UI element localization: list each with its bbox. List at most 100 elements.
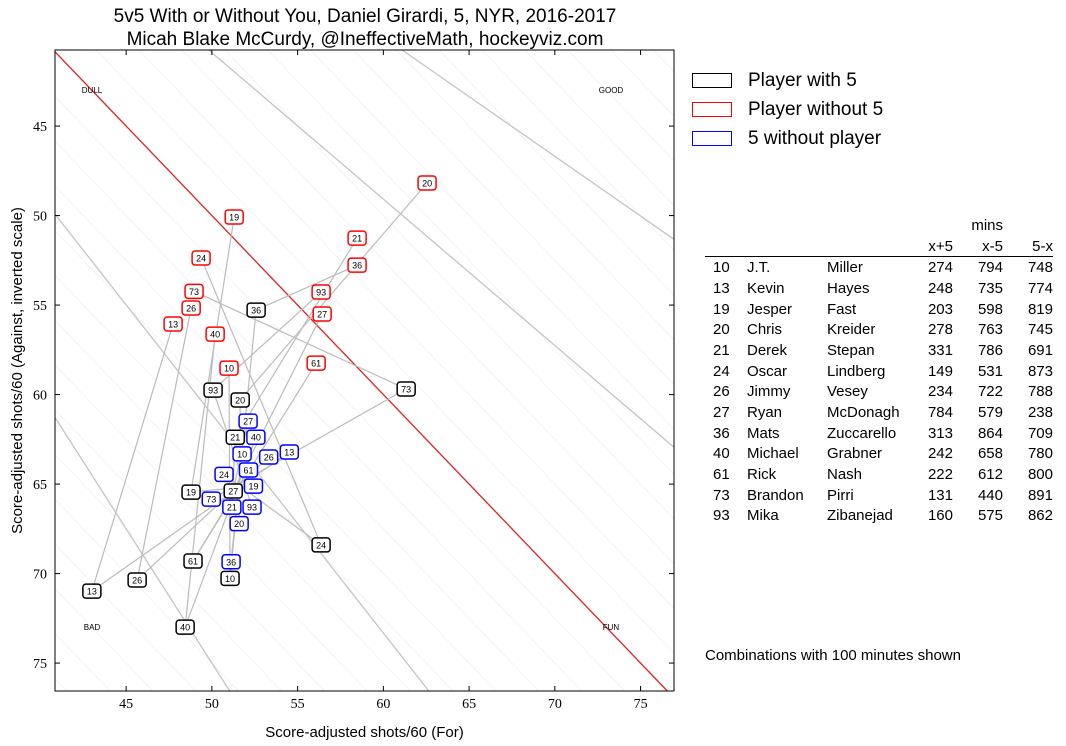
point-marker (183, 553, 203, 569)
point-without: 20 (417, 175, 437, 191)
player-number: 19 (713, 300, 730, 318)
last-name: Stepan (827, 341, 875, 359)
hatch-line (438, 49, 675, 296)
y-axis-label: Score-adjusted shots/60 (Against, invert… (9, 207, 26, 534)
point-with: 36 (246, 302, 266, 318)
player-number: 24 (713, 362, 730, 380)
first-name: Derek (747, 341, 788, 359)
point-label: 21 (352, 234, 362, 244)
point-label: 24 (316, 540, 326, 550)
mins-with: 331 (927, 341, 953, 359)
plot-frame (54, 49, 675, 692)
point-label: 93 (247, 503, 257, 513)
point-label: 27 (228, 486, 238, 496)
x-axis-label: Score-adjusted shots/60 (For) (265, 724, 463, 741)
point-label: 40 (251, 433, 261, 443)
point-label: 61 (243, 465, 253, 475)
point-five-without: 93 (242, 499, 262, 515)
hatch-line (54, 185, 540, 692)
table-row: 61 Rick Nash 222 612 800 (705, 464, 1053, 485)
point-marker (223, 483, 243, 499)
point-marker (175, 619, 195, 635)
hatch-line (54, 588, 154, 692)
point-five-without: 20 (229, 515, 249, 532)
hatch-line (181, 49, 675, 565)
point-marker (163, 316, 183, 332)
y-tick-label: 70 (33, 568, 47, 583)
first-name: Chris (747, 321, 783, 339)
mins-5-without: 748 (1027, 259, 1053, 277)
point-label: 40 (210, 330, 220, 340)
legend-item: Player without 5 (692, 95, 883, 124)
first-name: Brandon (747, 486, 804, 504)
connector-line (184, 334, 216, 628)
last-name: Nash (827, 466, 863, 484)
connector-line (190, 485, 254, 493)
point-label: 19 (186, 488, 196, 498)
connector-line (239, 182, 428, 401)
quadrant-label: DULL (82, 86, 103, 95)
hatch-line (54, 96, 625, 692)
mins-player-without: 575 (977, 507, 1003, 525)
y-tick-label: 60 (33, 389, 47, 404)
point-label: 27 (243, 417, 253, 427)
last-name: Miller (827, 259, 863, 277)
table-row: 21 Derek Stepan 331 786 691 (705, 340, 1053, 361)
first-name: Jimmy (747, 383, 791, 401)
legend-label: Player without 5 (748, 98, 884, 120)
point-marker (311, 537, 331, 553)
mins-player-without: 735 (977, 279, 1003, 297)
mins-5-without: 788 (1027, 383, 1053, 401)
point-marker (242, 499, 262, 515)
first-name: Jesper (747, 300, 793, 318)
table-row: 13 Kevin Hayes 248 735 774 (705, 278, 1053, 299)
ratio-line (401, 49, 675, 240)
mins-player-without: 864 (977, 424, 1003, 442)
hatch-line (524, 49, 675, 207)
last-name: Kreider (827, 321, 876, 339)
mins-player-without: 612 (977, 466, 1003, 484)
point-without: 10 (219, 360, 239, 376)
x-tick-label: 50 (205, 697, 219, 712)
mins-header: mins (971, 216, 1003, 234)
mins-5-without: 774 (1027, 279, 1053, 297)
point-label: 20 (422, 178, 432, 188)
player-number: 21 (713, 341, 730, 359)
point-marker (417, 175, 437, 191)
point-with: 19 (181, 484, 201, 500)
point-marker (214, 466, 234, 483)
point-with: 27 (223, 483, 243, 499)
point-marker (127, 572, 147, 588)
connector-line (136, 307, 192, 581)
y-tick-label: 45 (33, 120, 47, 135)
point-without: 27 (312, 306, 332, 322)
point-five-without: 40 (246, 429, 266, 445)
point-marker (181, 484, 201, 500)
point-five-without: 61 (238, 462, 259, 478)
point-five-without: 21 (222, 499, 242, 515)
table-row: 27 Ryan McDonagh 784 579 238 (705, 402, 1053, 423)
x-tick-label: 55 (291, 697, 305, 712)
hatch-line (54, 140, 582, 692)
point-label: 73 (206, 495, 216, 505)
mins-player-without: 794 (977, 259, 1003, 277)
point-marker (238, 413, 258, 429)
mins-player-without: 579 (977, 404, 1003, 422)
player-number: 20 (713, 321, 730, 339)
player-number: 13 (713, 279, 730, 297)
mins-with: 203 (927, 300, 953, 318)
last-name: Fast (827, 300, 857, 318)
hatch-line (54, 677, 68, 692)
mins-5-without: 819 (1027, 300, 1053, 318)
first-name: Oscar (747, 362, 788, 380)
point-without: 19 (224, 209, 244, 225)
point-marker (230, 392, 250, 408)
point-with: 21 (225, 429, 246, 445)
point-marker (232, 446, 252, 462)
table-row: 10 J.T. Miller 274 794 748 (705, 257, 1053, 278)
point-marker (222, 499, 242, 515)
y-tick-label: 55 (33, 299, 47, 314)
mins-with: 234 (927, 383, 953, 401)
legend-item: 5 without player (692, 124, 883, 153)
